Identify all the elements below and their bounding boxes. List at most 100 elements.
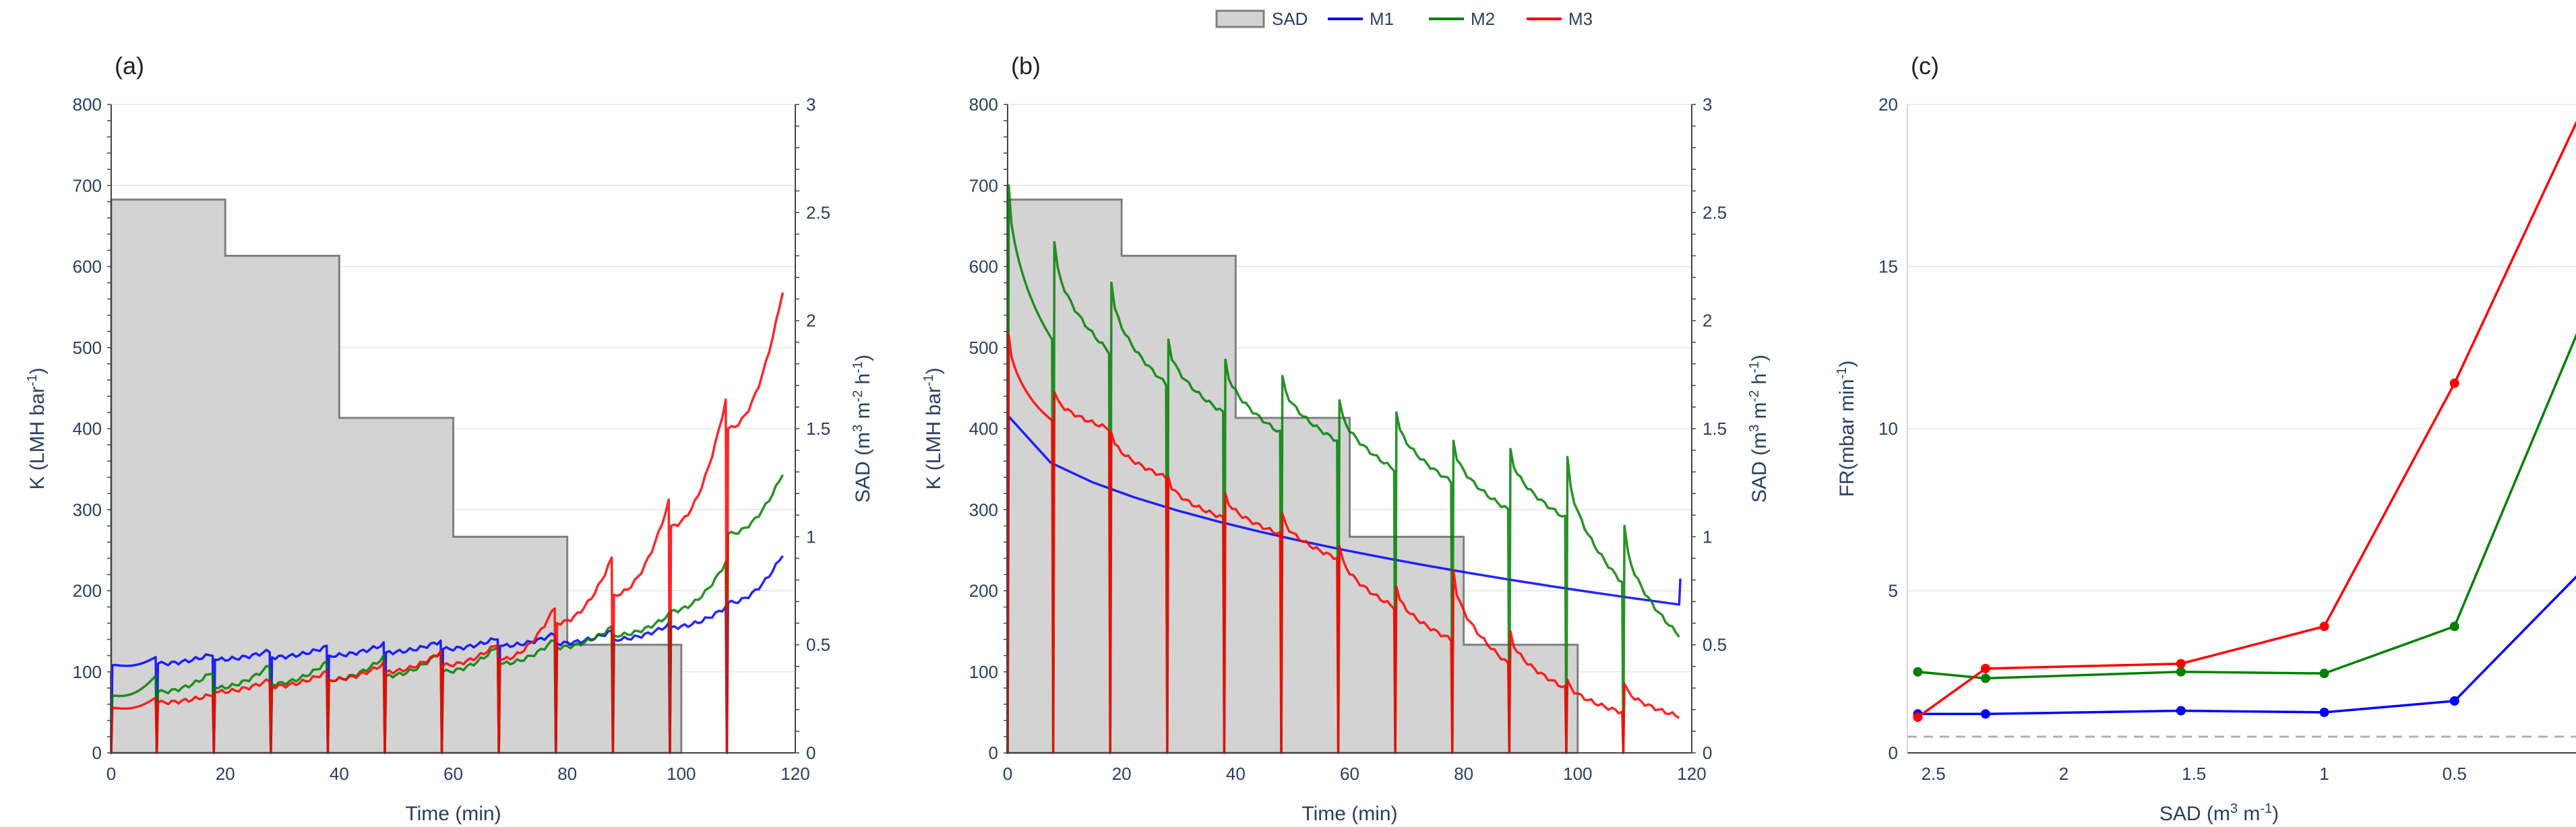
series-m3-line bbox=[1917, 120, 2576, 718]
y-tick-label: 500 bbox=[73, 338, 102, 358]
series-m3-point bbox=[1913, 712, 1923, 723]
y-tick-label: 200 bbox=[73, 581, 102, 601]
y2-tick-label: 1 bbox=[806, 526, 816, 547]
x-tick-label: 60 bbox=[443, 764, 463, 784]
y2-tick-label: 2 bbox=[1703, 311, 1712, 331]
y-tick-label: 5 bbox=[1889, 581, 1898, 601]
panel-a: 0 100 200 300 400 500 600 700 800 0 0.5 1 1.5 2 2.5 3 0 2… bbox=[25, 52, 874, 825]
series-m1-point bbox=[2319, 707, 2329, 717]
y-tick-label: 100 bbox=[969, 662, 998, 682]
legend-swatch-sad bbox=[1215, 9, 1265, 28]
y-tick-label: 100 bbox=[73, 662, 102, 682]
y2-tick-label: 2 bbox=[806, 311, 816, 331]
x-tick-label: 100 bbox=[667, 764, 696, 784]
y-tick-label: 600 bbox=[969, 257, 998, 277]
y-tick-label: 200 bbox=[969, 581, 998, 601]
y-tick-label: 700 bbox=[969, 175, 998, 195]
y2-axis-title: SAD (m3 m-2 h-1) bbox=[1747, 355, 1771, 503]
y2-tick-label: 1.5 bbox=[1703, 419, 1727, 439]
x-tick-label: 120 bbox=[1677, 764, 1706, 784]
y-tick-label: 400 bbox=[969, 419, 998, 439]
x-axis-title: Time (min) bbox=[405, 803, 501, 825]
x-tick-label: 1 bbox=[2319, 764, 2329, 784]
y-tick-label: 700 bbox=[73, 175, 102, 195]
x-tick-label: 100 bbox=[1563, 764, 1592, 784]
y2-tick-label: 0 bbox=[806, 743, 816, 763]
y-tick-label: 400 bbox=[73, 419, 102, 439]
y2-tick-label: 2.5 bbox=[806, 202, 830, 222]
x-axis-title: Time (min) bbox=[1301, 803, 1397, 825]
series-m3-point bbox=[2449, 378, 2459, 388]
y2-tick-label: 1.5 bbox=[806, 419, 830, 439]
series-m2-point bbox=[1913, 667, 1923, 677]
series-m3-point bbox=[1980, 663, 1990, 673]
y2-tick-label: 0.5 bbox=[1703, 635, 1727, 655]
series-m1-point bbox=[1980, 709, 1990, 719]
x-tick-label: 0.5 bbox=[2443, 764, 2467, 784]
y2-axis-title: SAD (m3 m-2 h-1) bbox=[851, 355, 874, 503]
series-m2-line bbox=[1006, 184, 1680, 754]
y-tick-label: 15 bbox=[1878, 257, 1898, 277]
y-tick-label: 300 bbox=[969, 499, 998, 520]
x-tick-label: 40 bbox=[330, 764, 349, 784]
panel-label: (c) bbox=[1911, 52, 1939, 80]
y2-tick-label: 2.5 bbox=[1703, 202, 1727, 222]
panel-label: (b) bbox=[1011, 52, 1041, 80]
series-m2-line bbox=[1918, 333, 2576, 680]
x-tick-label: 40 bbox=[1226, 764, 1246, 784]
series-m1-line bbox=[1006, 415, 1682, 754]
x-tick-label: 20 bbox=[1112, 764, 1132, 784]
series-m1-line bbox=[1918, 575, 2576, 716]
y-axis-title: FR(mbar min-1) bbox=[1835, 361, 1858, 497]
y-tick-label: 0 bbox=[1889, 743, 1898, 763]
y2-tick-label: 3 bbox=[806, 94, 816, 115]
y2-tick-label: 3 bbox=[1703, 94, 1712, 115]
series-m2-point bbox=[2176, 667, 2186, 677]
y-tick-label: 0 bbox=[989, 743, 998, 763]
y-tick-label: 500 bbox=[969, 338, 998, 358]
panel-b: 0 100 200 300 400 500 600 700 800 0 0.5 1 1.5 2 2.5 3 0 2… bbox=[921, 52, 1771, 825]
y-tick-label: 800 bbox=[969, 94, 998, 115]
x-tick-label: 2 bbox=[2059, 764, 2068, 784]
legend-label-m2: M2 bbox=[1471, 9, 1495, 29]
y-tick-label: 10 bbox=[1878, 419, 1898, 439]
sad-area bbox=[1006, 198, 1579, 754]
y-tick-label: 300 bbox=[73, 499, 102, 520]
x-tick-label: 80 bbox=[557, 764, 577, 784]
x-tick-label: 120 bbox=[780, 764, 809, 784]
series-m3-point bbox=[2176, 658, 2186, 669]
series-m2-point bbox=[2449, 621, 2459, 632]
y-tick-label: 0 bbox=[92, 743, 102, 763]
series-m1-point bbox=[2449, 696, 2459, 706]
x-tick-label: 1.5 bbox=[2182, 764, 2206, 784]
legend-label-m1: M1 bbox=[1370, 9, 1394, 29]
x-tick-label: 0 bbox=[106, 764, 116, 784]
y-tick-label: 20 bbox=[1878, 94, 1898, 115]
legend: SAD M1 M2 M3 bbox=[1215, 9, 1593, 29]
y-axis-title: K (LMH bar-1) bbox=[25, 367, 49, 489]
y2-tick-label: 1 bbox=[1703, 526, 1712, 547]
series-m1-point bbox=[2176, 706, 2186, 716]
y2-tick-label: 0.5 bbox=[806, 635, 830, 655]
x-tick-label: 0 bbox=[1003, 764, 1012, 784]
y-tick-label: 600 bbox=[73, 257, 102, 277]
legend-label-sad: SAD bbox=[1272, 9, 1308, 29]
x-tick-label: 60 bbox=[1340, 764, 1359, 784]
x-tick-label: 80 bbox=[1454, 764, 1473, 784]
panel-label: (a) bbox=[115, 52, 144, 80]
y2-tick-label: 0 bbox=[1703, 743, 1712, 763]
series-m2-point bbox=[1980, 673, 1990, 683]
y-tick-label: 800 bbox=[73, 94, 102, 115]
y-axis-title: K (LMH bar-1) bbox=[921, 367, 945, 489]
x-tick-label: 20 bbox=[216, 764, 235, 784]
series-m3-line bbox=[1006, 331, 1680, 754]
sad-area bbox=[110, 198, 683, 754]
series-m2-point bbox=[2319, 669, 2329, 679]
x-axis-title: SAD (m3 m-1) bbox=[2159, 801, 2279, 825]
x-tick-label: 2.5 bbox=[1922, 764, 1946, 784]
series-m3-line bbox=[110, 292, 785, 754]
legend-label-m3: M3 bbox=[1568, 9, 1593, 29]
series-m3-point bbox=[2319, 621, 2329, 632]
